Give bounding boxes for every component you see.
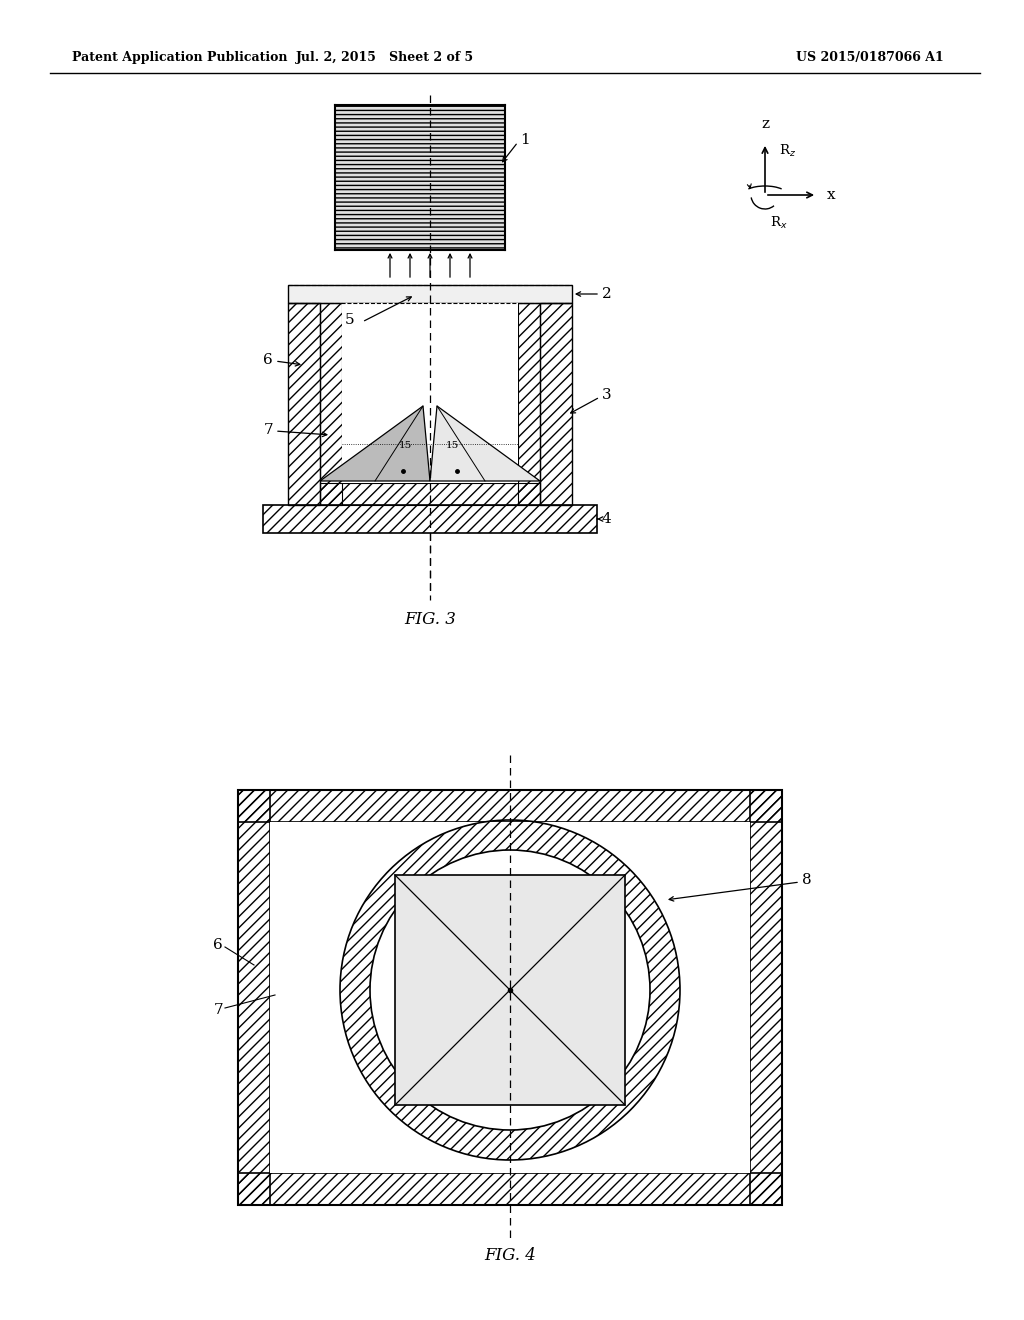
Bar bbox=[395, 875, 625, 1105]
Bar bbox=[263, 506, 597, 533]
Bar bbox=[270, 822, 750, 1173]
Bar bbox=[540, 304, 572, 506]
Text: Patent Application Publication: Patent Application Publication bbox=[72, 51, 288, 65]
Bar bbox=[238, 789, 782, 1205]
Text: 15: 15 bbox=[398, 441, 412, 450]
Text: 7: 7 bbox=[263, 422, 273, 437]
Bar bbox=[238, 789, 782, 822]
Text: 4: 4 bbox=[602, 512, 611, 525]
Text: 3: 3 bbox=[602, 388, 611, 403]
Bar bbox=[288, 285, 572, 304]
Bar bbox=[238, 789, 270, 1205]
Text: 6: 6 bbox=[213, 939, 223, 952]
Text: 2: 2 bbox=[602, 286, 611, 301]
Text: R$_z$: R$_z$ bbox=[779, 143, 796, 158]
Text: 15: 15 bbox=[445, 441, 459, 450]
Bar bbox=[750, 789, 782, 1205]
Text: R$_x$: R$_x$ bbox=[770, 215, 787, 231]
Bar bbox=[335, 106, 505, 249]
Text: 1: 1 bbox=[520, 133, 529, 147]
Bar bbox=[238, 1173, 782, 1205]
Text: US 2015/0187066 A1: US 2015/0187066 A1 bbox=[796, 51, 944, 65]
Bar bbox=[518, 304, 540, 506]
Text: FIG. 4: FIG. 4 bbox=[484, 1246, 536, 1263]
Bar bbox=[342, 304, 518, 483]
Bar bbox=[319, 483, 540, 506]
Text: 6: 6 bbox=[263, 352, 273, 367]
Polygon shape bbox=[430, 407, 540, 480]
Text: x: x bbox=[827, 187, 836, 202]
Text: FIG. 3: FIG. 3 bbox=[404, 611, 456, 628]
Text: Jul. 2, 2015   Sheet 2 of 5: Jul. 2, 2015 Sheet 2 of 5 bbox=[296, 51, 474, 65]
Text: 5: 5 bbox=[345, 313, 354, 327]
Text: z: z bbox=[761, 117, 769, 131]
Bar bbox=[319, 304, 342, 506]
Text: 7: 7 bbox=[213, 1003, 223, 1016]
Circle shape bbox=[370, 850, 650, 1130]
Polygon shape bbox=[319, 407, 430, 480]
Text: 8: 8 bbox=[802, 873, 812, 887]
Bar bbox=[288, 304, 319, 506]
